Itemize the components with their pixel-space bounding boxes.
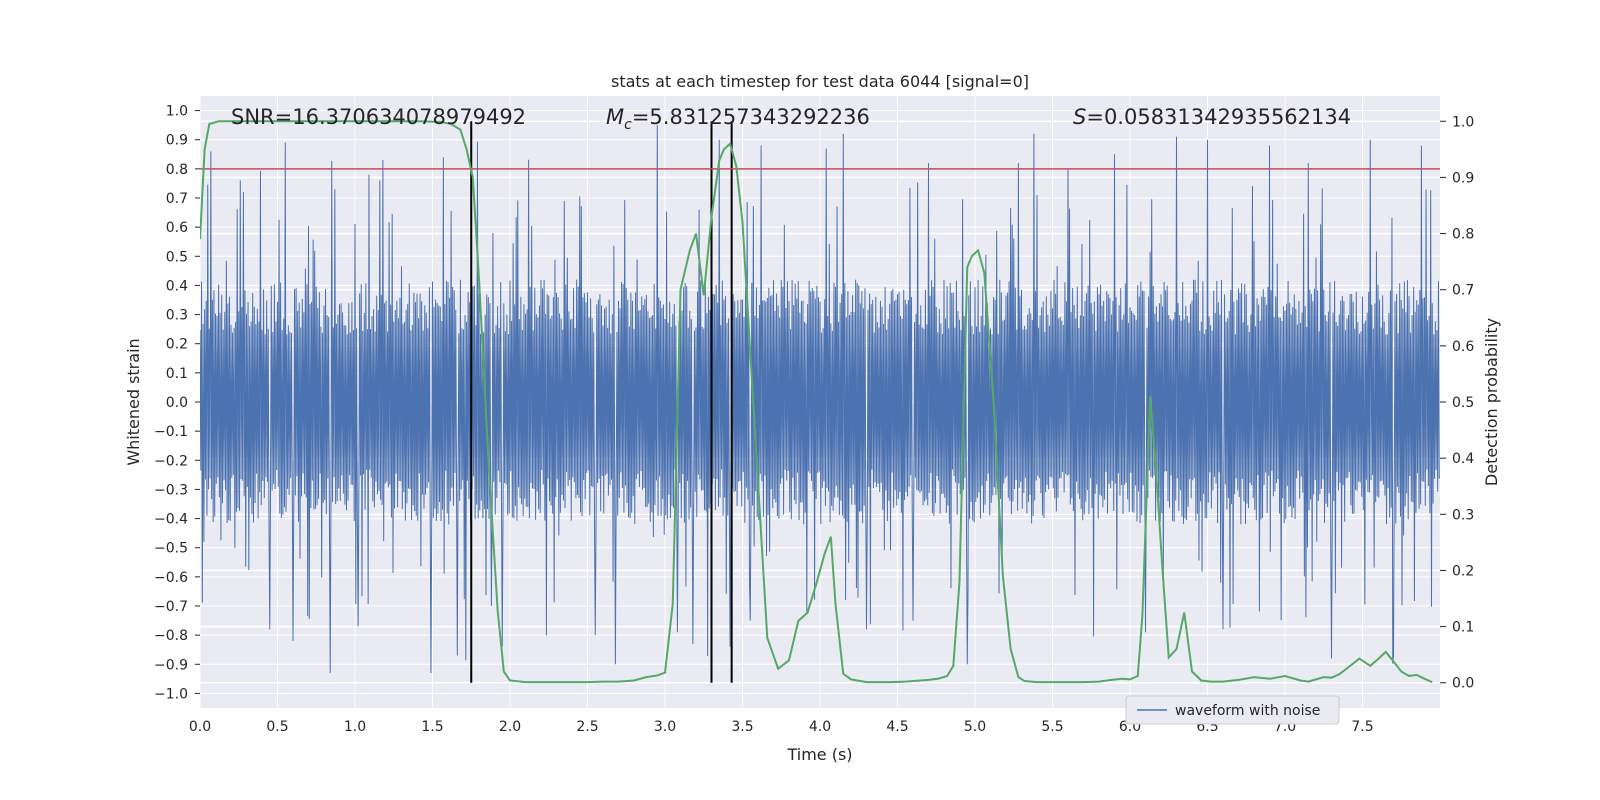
y-tick-label: 0.9 bbox=[166, 133, 188, 149]
y-tick-label: 0.7 bbox=[166, 191, 188, 207]
legend-waveform-label: waveform with noise bbox=[1175, 703, 1320, 719]
x-tick-label: 5.5 bbox=[1041, 719, 1063, 735]
x-tick-label: 2.5 bbox=[576, 719, 598, 735]
s-statistic-value: =0.05831342935562134 bbox=[1086, 105, 1351, 129]
y-tick-label: 1.0 bbox=[166, 104, 188, 120]
y2-tick-label: 0.3 bbox=[1452, 507, 1474, 523]
y-tick-label: 0.1 bbox=[166, 366, 188, 382]
y2-tick-label: 0.6 bbox=[1452, 339, 1474, 355]
y-tick-label: −0.1 bbox=[154, 424, 188, 440]
x-tick-label: 0.5 bbox=[266, 719, 288, 735]
y2-tick-label: 0.9 bbox=[1452, 170, 1474, 186]
y2-tick-label: 1.0 bbox=[1452, 114, 1474, 130]
chirp-mass-subscript: c bbox=[624, 117, 632, 133]
x-tick-label: 3.0 bbox=[654, 719, 676, 735]
chirp-mass-symbol: M bbox=[606, 105, 624, 129]
y-axis-ticks: 1.0 0.9 0.8 0.7 0.6 0.5 0.4 0.3 0.2 0.1 0.0 −0.1 −0.… bbox=[154, 104, 200, 702]
x-tick-label: 5.0 bbox=[964, 719, 986, 735]
x-tick-label: 0.0 bbox=[189, 719, 211, 735]
y-tick-label: −0.6 bbox=[154, 570, 188, 586]
detection-probability-series bbox=[200, 120, 1433, 684]
y2-tick-label: 0.8 bbox=[1452, 227, 1474, 243]
x-axis-label: Time (s) bbox=[786, 745, 852, 764]
y-tick-label: −0.5 bbox=[154, 541, 188, 557]
y-tick-label: 0.8 bbox=[166, 162, 188, 178]
x-tick-label: 1.0 bbox=[344, 719, 366, 735]
y2-tick-label: 0.1 bbox=[1452, 620, 1474, 636]
legend: waveform with noise bbox=[1125, 695, 1340, 725]
x-tick-label: 1.5 bbox=[421, 719, 443, 735]
y2-tick-label: 0.2 bbox=[1452, 563, 1474, 579]
chirp-mass-value: =5.831257343292236 bbox=[632, 105, 870, 129]
y-tick-label: −0.4 bbox=[154, 512, 188, 528]
y2-tick-label: 0.7 bbox=[1452, 283, 1474, 299]
y-axis-label: Whitened strain bbox=[124, 338, 143, 465]
x-tick-label: 4.5 bbox=[886, 719, 908, 735]
waveform-with-noise-series bbox=[200, 125, 1440, 674]
y2-axis-ticks: 1.0 0.9 0.8 0.7 0.6 0.5 0.4 0.3 0.2 0.1 0.0 bbox=[1440, 114, 1474, 692]
x-tick-label: 3.5 bbox=[731, 719, 753, 735]
s-statistic-symbol: S bbox=[1073, 105, 1086, 129]
y-tick-label: 0.6 bbox=[166, 220, 188, 236]
y2-tick-label: 0.0 bbox=[1452, 676, 1474, 692]
legend-box bbox=[1125, 695, 1340, 725]
y-tick-label: 0.3 bbox=[166, 308, 188, 324]
plot-content bbox=[200, 120, 1440, 684]
y2-tick-label: 0.4 bbox=[1452, 451, 1474, 467]
y-tick-label: −0.3 bbox=[154, 482, 188, 498]
y-tick-label: −0.7 bbox=[154, 599, 188, 615]
y-tick-label: 0.4 bbox=[166, 278, 188, 294]
y-tick-label: 0.5 bbox=[166, 249, 188, 265]
y-tick-label: −1.0 bbox=[154, 686, 188, 702]
y-tick-label: 0.2 bbox=[166, 337, 188, 353]
y-tick-label: −0.8 bbox=[154, 628, 188, 644]
x-tick-label: 4.0 bbox=[809, 719, 831, 735]
snr-annotation: SNR=16.370634078979492 bbox=[231, 105, 526, 129]
y-tick-label: −0.2 bbox=[154, 453, 188, 469]
x-tick-label: 7.5 bbox=[1351, 719, 1373, 735]
chirp-mass-annotation: Mc=5.831257343292236 bbox=[606, 105, 870, 133]
y-tick-label: −0.9 bbox=[154, 657, 188, 673]
y2-axis-label: Detection probability bbox=[1482, 318, 1501, 486]
x-tick-label: 2.0 bbox=[499, 719, 521, 735]
s-statistic-annotation: S=0.05831342935562134 bbox=[1073, 105, 1351, 129]
y-tick-label: 0.0 bbox=[166, 395, 188, 411]
y2-tick-label: 0.5 bbox=[1452, 395, 1474, 411]
x-axis-ticks: 0.0 0.5 1.0 1.5 2.0 2.5 3.0 3.5 4.0 4.5 5.0 5.5 6.0 6… bbox=[189, 719, 1374, 735]
chart-title: stats at each timestep for test data 604… bbox=[611, 72, 1029, 91]
